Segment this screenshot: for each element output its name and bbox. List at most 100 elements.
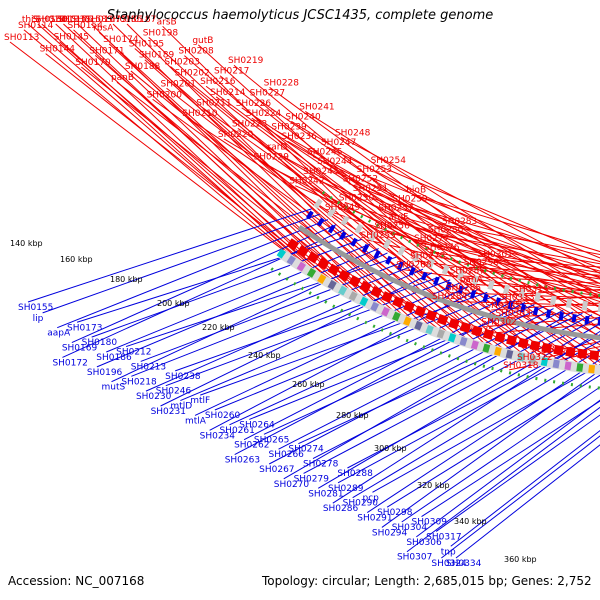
reverse-gene-label: SH0262 [234,441,269,451]
forward-gene-label: SH0167 [85,15,120,25]
reverse-gene-label: SH0196 [87,368,123,378]
reverse-leader [27,208,312,303]
tick-label: 140 kbp [10,239,43,248]
forward-gene-label: SH0244 [317,157,353,167]
forward-leader [473,323,600,336]
forward-leader [322,165,600,300]
forward-gene-label: SH0202 [174,68,209,78]
reverse-leader [200,291,488,396]
reverse-gene-label: mtlD [170,402,192,412]
reverse-leader [175,275,442,372]
cog-feature [317,274,327,284]
forward-gene-label: panB [111,73,134,83]
forward-leader [184,55,532,356]
forward-leader [91,23,377,304]
reverse-gene-label: mtlA [185,416,207,426]
forward-gene-label: SH0185 [107,15,142,25]
forward-gene-label: SH0243 [303,167,338,177]
forward-gene-label: SH0195 [129,40,164,50]
cog-feature [552,359,560,369]
reverse-leader [421,400,600,517]
forward-gene-label: SH0313 [499,293,534,303]
forward-gene-label: SH0200 [147,90,183,100]
reverse-leader [352,349,600,499]
reverse-leader [42,213,320,314]
reverse-leader [229,297,507,426]
forward-leader [501,310,600,319]
genome-summary: Topology: circular; Length: 2,685,015 bp… [262,574,592,588]
forward-leader [491,302,600,311]
forward-gene-label: SH0318 [503,361,539,371]
map-title: Staphylococcus haemolyticus JCSC1435, co… [106,8,494,23]
forward-gene-label: argF [388,212,408,222]
reverse-gene-label: SH0180 [82,338,118,348]
forward-cds-track [286,238,600,361]
forward-leader [465,283,600,291]
reverse-gene-label: SH0288 [337,469,373,479]
forward-gene-label: SH0250 [339,193,375,203]
forward-leader [380,230,600,287]
cog-feature [338,285,348,296]
tick-label: 160 kbp [60,255,93,264]
reverse-leader [381,369,600,528]
cog-feature [425,325,434,335]
forward-gene-label: SH0214 [210,88,246,98]
forward-gene-label: SH0241 [299,102,334,112]
reverse-gene-label: SH0274 [288,445,324,455]
reverse-leader [165,279,451,387]
cog-feature [327,279,337,290]
reverse-gene-label: SH0265 [254,435,289,445]
reverse-gene-label: SH0298 [377,508,413,518]
forward-gene-label: SH0284 [432,292,468,302]
forward-leader [505,295,600,303]
forward-gene-label: SH0171 [89,46,124,56]
reverse-gene-label: SH0246 [156,387,192,397]
cog-feature [517,352,525,362]
forward-gene-label: rbsA [93,23,114,33]
forward-leader [384,211,600,272]
cog-track-forward [278,249,600,375]
forward-gene-label: SH0224 [246,109,282,119]
reverse-leader [347,334,600,469]
tick-labels: 140 kbp 160 kbp 180 kbp 200 kbp 220 kbp 240 k… [10,239,537,564]
forward-leader [162,25,485,344]
reverse-leader [312,314,593,460]
reverse-leader [263,306,545,435]
reverse-gene-label: SH0238 [165,372,201,382]
forward-gene-label: SH0303 [495,309,530,319]
forward-gene-label: SH0285 [446,284,481,294]
reverse-leader [57,219,329,329]
reverse-gene-label: aapA [47,329,71,339]
forward-leader [509,351,600,371]
reverse-leader [303,316,600,474]
reverse-gene-label: SH0213 [131,362,166,372]
forward-leader [429,251,600,280]
tick-label: 360 kbp [504,555,537,564]
forward-gene-label: SH0174 [103,35,139,45]
cog-feature [529,354,537,365]
forward-gene-label: SH0276 [424,243,460,253]
reverse-leader [62,229,345,358]
accession-label: Accession: NC_007168 [8,574,145,588]
forward-leader [455,275,600,284]
reverse-gene-label: SH0173 [67,323,102,333]
forward-gene-label: SH0251 [353,184,388,194]
reverse-gene-label: SH0186 [96,353,132,363]
tick-label: 300 kbp [374,444,407,453]
reverse-gene-label: SH0234 [200,431,236,441]
forward-gene-label: SH0257 [378,203,413,213]
forward-leader [362,173,600,269]
forward-gene-label: SH0242 [289,177,324,187]
forward-gene-label: SH0131 [36,15,71,25]
forward-gene-label: SH0219 [228,56,264,66]
forward-leader [416,260,600,289]
cog-feature [370,301,380,312]
forward-leader [398,202,600,263]
forward-gene-label: SH0223 [232,119,267,129]
forward-gene-label: rarD [268,142,288,152]
reverse-gene-label: SH0317 [426,532,461,542]
forward-gene-label: SH0283 [442,217,477,227]
forward-gene-label: SH0287 [450,267,485,277]
forward-gene-label: SH0154 [68,21,104,31]
forward-gene-label: SH0305 [485,301,520,311]
